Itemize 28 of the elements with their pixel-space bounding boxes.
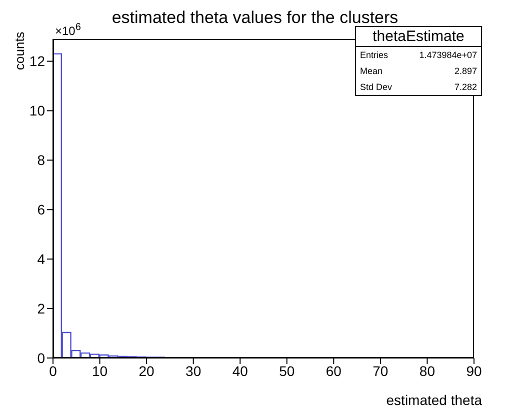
y-tick-label: 6 xyxy=(37,202,46,218)
text: ×10$^{6}$ xyxy=(55,22,81,38)
y-tick-label: 8 xyxy=(37,152,46,168)
x-tick-label: 60 xyxy=(326,362,342,379)
x-tick-label: 80 xyxy=(419,362,436,379)
annotation: 1.473984e+07 xyxy=(419,50,477,60)
y-tick-label: 0 xyxy=(37,350,46,366)
y-axis-title: counts xyxy=(12,32,27,70)
x-tick-label: 70 xyxy=(372,362,388,379)
x-tick-label: 0 xyxy=(49,362,58,379)
y-tick-label: 4 xyxy=(37,251,46,268)
x-tick-label: 90 xyxy=(466,362,482,379)
x-axis-title: estimated theta xyxy=(386,392,482,408)
x-tick-label: 40 xyxy=(232,362,248,379)
annotation: Entries xyxy=(360,50,388,60)
y-tick-label: 12 xyxy=(29,53,46,70)
y-tick-label: 10 xyxy=(29,102,46,119)
x-tick-label: 50 xyxy=(279,362,295,379)
y-tick-label: 2 xyxy=(37,300,46,317)
annotation: 7.282 xyxy=(454,82,477,92)
annotation: Mean xyxy=(360,66,383,76)
annotation: thetaEstimate xyxy=(356,27,481,47)
annotation: 2.897 xyxy=(454,66,477,76)
chart-title: estimated theta values for the clusters xyxy=(112,8,398,27)
x-tick-label: 20 xyxy=(138,362,155,379)
x-tick-label: 30 xyxy=(186,362,202,379)
annotation: Std Dev xyxy=(360,82,392,92)
x-tick-label: 10 xyxy=(92,362,108,379)
